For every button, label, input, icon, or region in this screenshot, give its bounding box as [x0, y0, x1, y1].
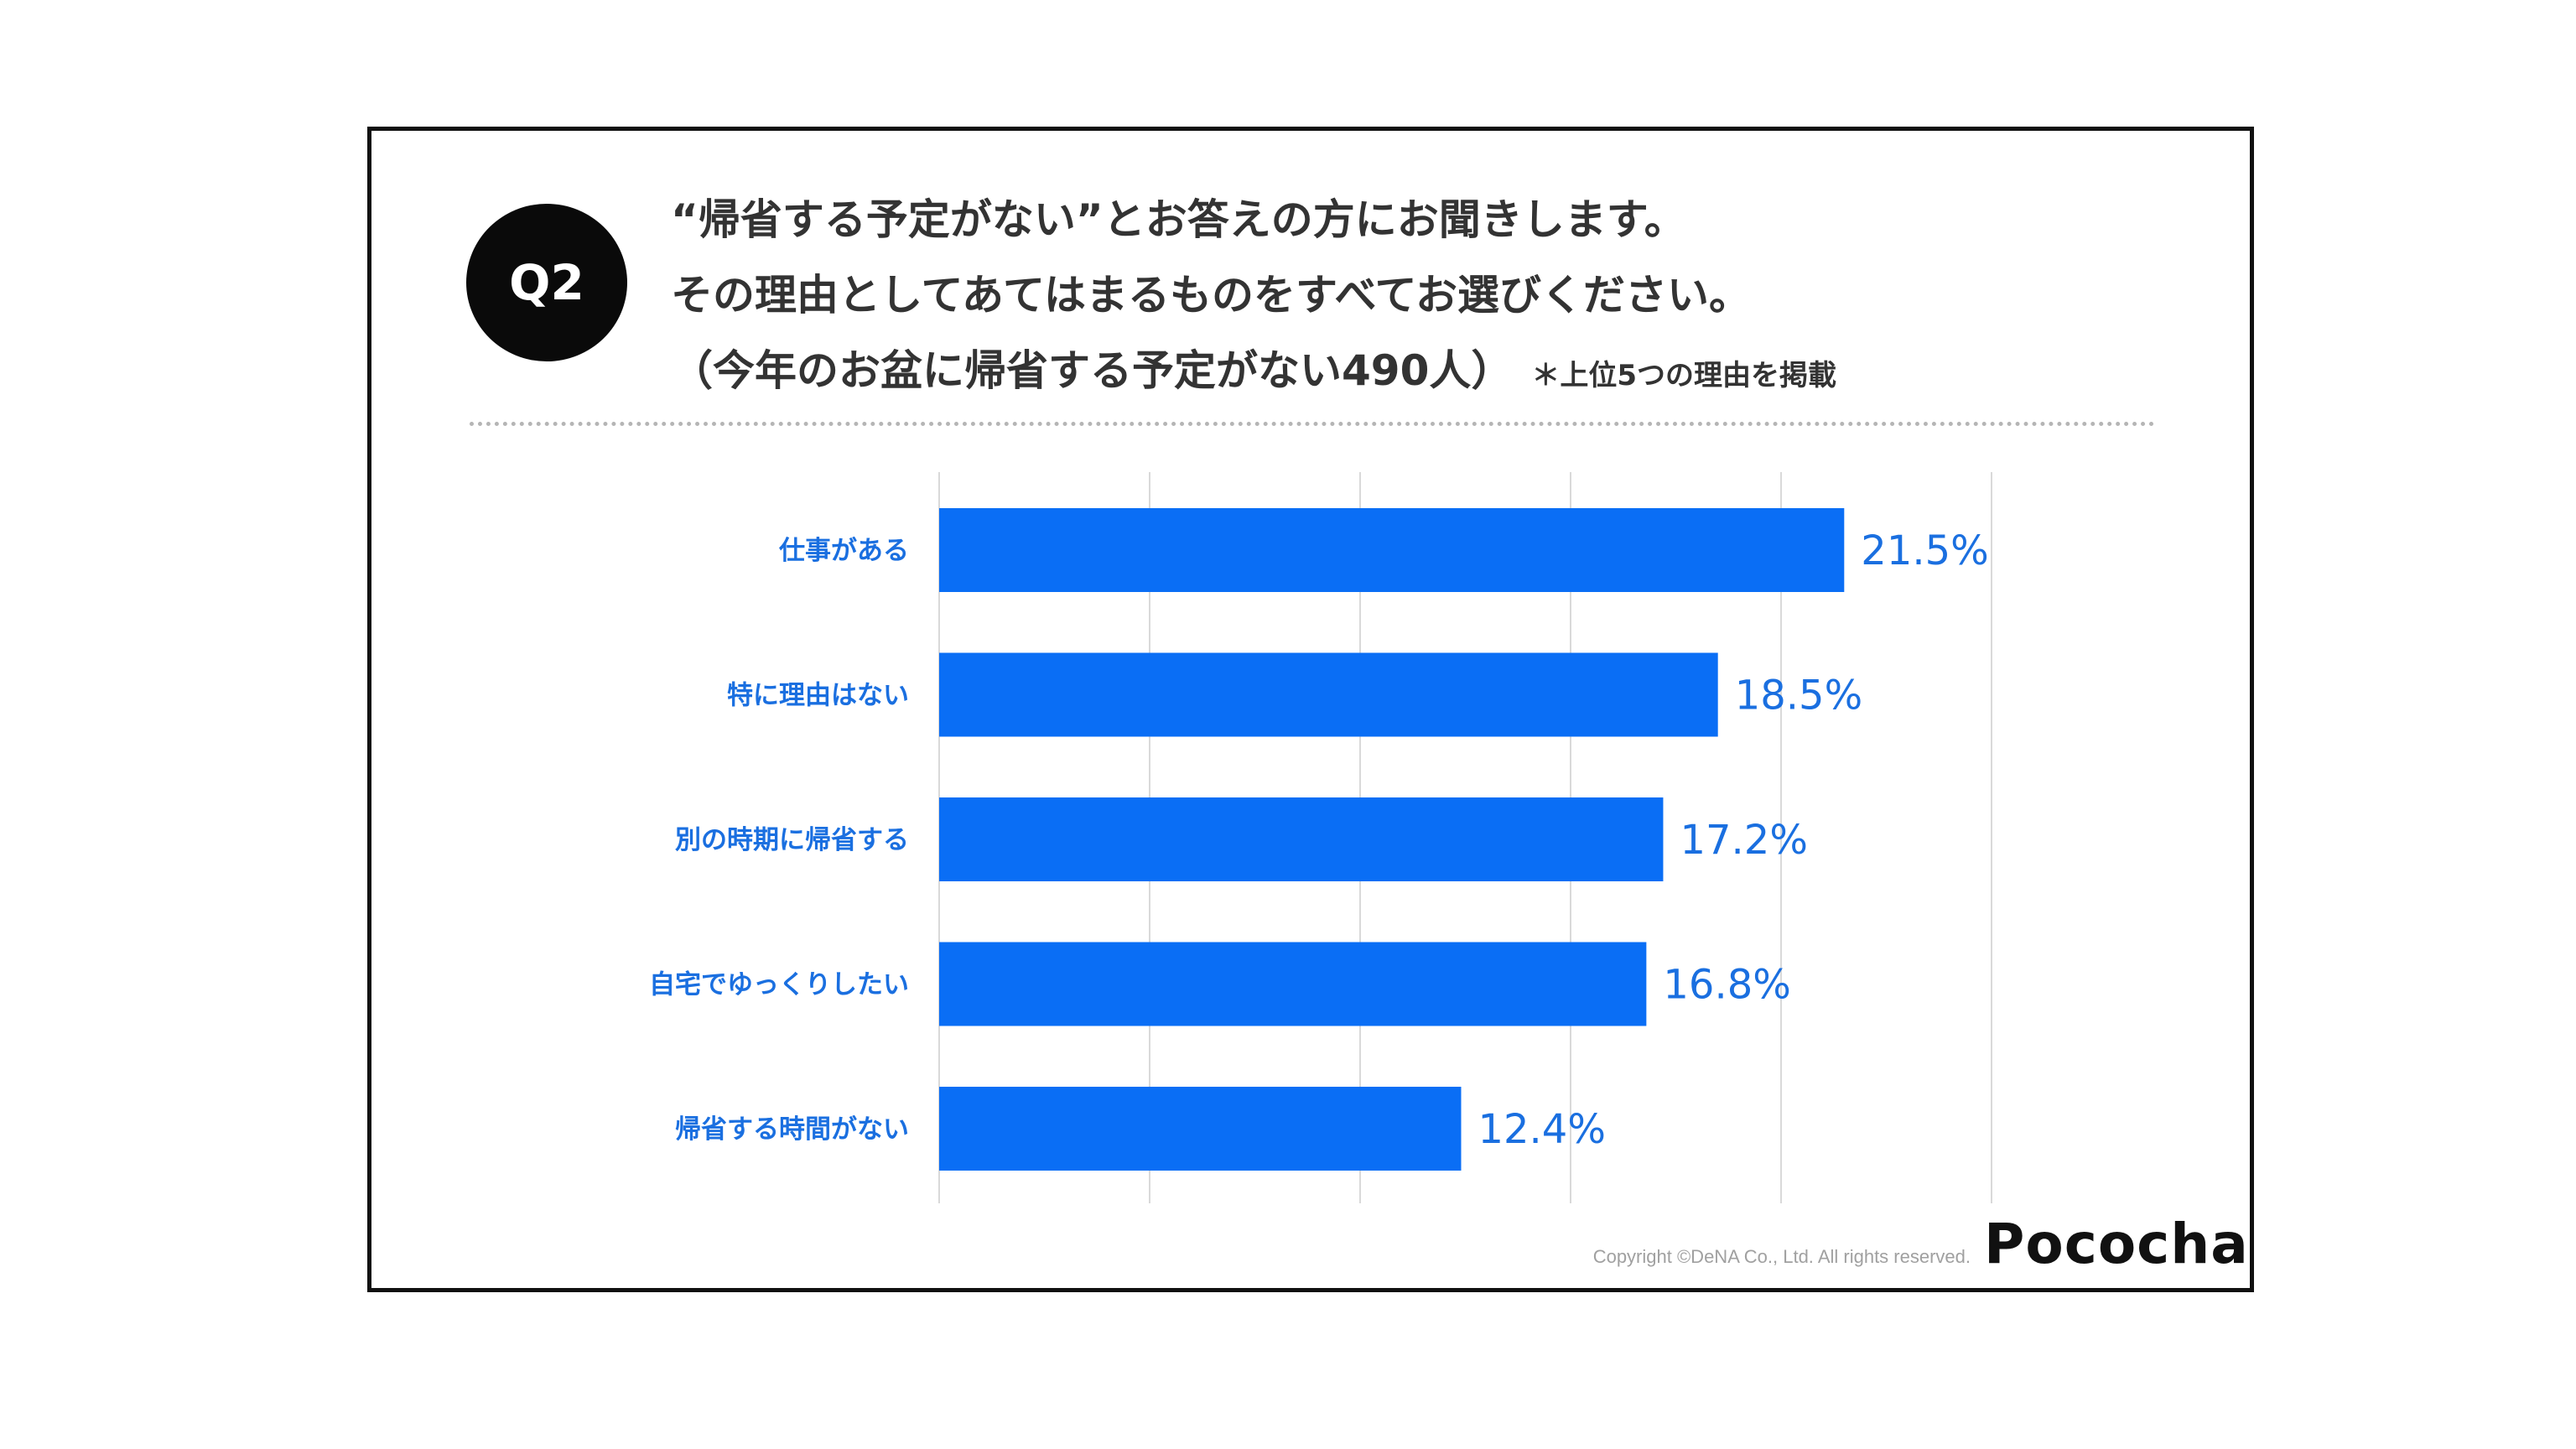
respondent-count-text: （今年のお盆に帰省する予定がない490人） [671, 346, 1514, 395]
bar [939, 942, 1647, 1026]
copyright-text: Copyright ©DeNA Co., Ltd. All rights res… [1592, 1246, 1971, 1267]
pococha-logo: Pococha [1984, 1212, 2249, 1276]
value-label: 18.5% [1735, 673, 1862, 719]
value-label: 16.8% [1663, 962, 1790, 1009]
bar [939, 508, 1845, 592]
category-label: 仕事がある [779, 536, 909, 566]
top5-note: ＊上位5つの理由を掲載 [1531, 359, 1837, 392]
value-label: 12.4% [1478, 1106, 1605, 1153]
category-label: 帰省する時間がない [675, 1114, 909, 1145]
bar [939, 652, 1718, 737]
dotted-divider [470, 422, 2155, 426]
question-badge: Q2 [466, 204, 627, 361]
value-label: 17.2% [1680, 817, 1807, 864]
value-label: 21.5% [1861, 527, 1988, 574]
bar [939, 797, 1664, 881]
question-line-1: “帰省する予定がない”とお答えの方にお聞きします。 [671, 195, 1686, 244]
category-label: 自宅でゆっくりしたい [649, 970, 909, 1000]
category-label: 特に理由はない [727, 681, 909, 711]
question-line-3: （今年のお盆に帰省する予定がない490人） ＊上位5つの理由を掲載 [671, 337, 1836, 397]
question-line-2: その理由としてあてはまるものをすべてお選びください。 [671, 271, 1751, 319]
bar [939, 1087, 1462, 1171]
category-label: 別の時期に帰省する [675, 825, 909, 855]
